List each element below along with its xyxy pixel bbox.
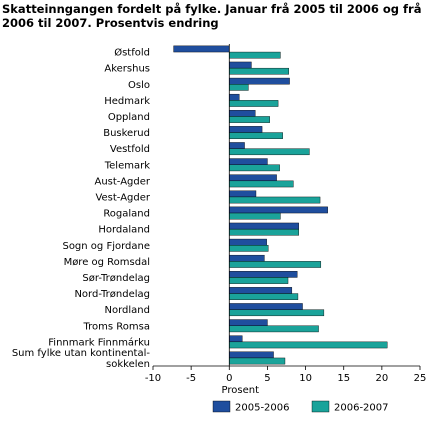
x-tick-label-7: 25: [414, 373, 427, 384]
category-label-1: Akershus: [104, 64, 150, 75]
bar-series1-16: [229, 303, 303, 310]
bar-series1-5: [229, 126, 263, 133]
x-tick-label-6: 20: [375, 373, 388, 384]
bar-series2-19: [229, 357, 286, 365]
bar-series1-17: [229, 319, 268, 326]
bars-group: [173, 45, 388, 365]
x-axis-title: Prosent: [222, 385, 260, 396]
bar-series2-15: [229, 293, 299, 300]
bar-series2-12: [229, 245, 269, 252]
category-label-18: Finnmark Finnmárku: [48, 336, 150, 348]
bar-series1-8: [229, 174, 277, 182]
bar-series2-6: [229, 148, 310, 156]
bar-series1-2: [229, 77, 290, 85]
legend: 2005-2006 2006-2007: [212, 400, 389, 414]
bar-series2-7: [229, 164, 280, 172]
bar-series1-1: [229, 61, 252, 69]
chart-title: Skatteinngangen fordelt på fylke. Januar…: [2, 2, 422, 30]
bar-series1-7: [229, 158, 268, 165]
x-tick-label-4: 10: [299, 373, 312, 384]
bar-series1-11: [229, 222, 299, 230]
bar-series1-18: [229, 335, 243, 343]
x-tick-label-0: -10: [145, 373, 161, 384]
category-label-8: Aust-Agder: [95, 176, 151, 187]
x-tick-label-1: -5: [186, 373, 196, 384]
category-label-19: Sum fylke utan kontinental-sokkelen: [12, 348, 151, 370]
legend-label-1: 2005-2006: [235, 403, 290, 414]
category-label-13: Møre og Romsdal: [64, 257, 150, 268]
bar-series2-17: [229, 325, 319, 333]
category-label-2: Oslo: [128, 80, 150, 91]
bar-series2-14: [229, 277, 289, 284]
bar-series2-16: [229, 309, 325, 317]
bar-series2-11: [229, 228, 299, 236]
bar-series1-15: [229, 287, 293, 294]
x-axis: -10 -5 0 5 10 15 20 25 Prosent: [145, 44, 427, 396]
bar-series1-4: [229, 110, 256, 117]
bar-series1-14: [229, 271, 298, 278]
category-label-11: Hordaland: [98, 225, 150, 236]
bar-series2-5: [229, 132, 283, 139]
bar-series2-13: [229, 261, 322, 268]
bar-series2-1: [229, 67, 289, 75]
x-tick-label-2: 0: [226, 373, 232, 384]
category-label-16: Nordland: [105, 305, 150, 316]
category-labels: Østfold Akershus Oslo Hedmark Oppland Buskeru…: [12, 47, 151, 370]
category-label-5: Buskerud: [103, 128, 150, 139]
bar-series2-2: [229, 84, 249, 91]
bar-series1-13: [229, 254, 265, 262]
legend-swatch-2: [311, 400, 330, 413]
legend-label-2: 2006-2007: [334, 403, 389, 414]
category-label-10: Rogaland: [103, 209, 150, 220]
category-label-7: Telemark: [104, 160, 150, 171]
bar-series2-3: [229, 100, 279, 107]
bar-series1-10: [229, 206, 328, 214]
bar-series2-4: [229, 116, 270, 123]
category-label-17: Troms Romsa: [83, 321, 150, 332]
legend-swatch-1: [212, 400, 231, 413]
x-tick-label-5: 15: [337, 373, 350, 384]
bar-series1-0: [173, 45, 230, 53]
bar-series2-9: [229, 196, 321, 204]
category-label-0: Østfold: [114, 47, 150, 59]
x-tick-label-3: 5: [264, 373, 270, 384]
bar-series2-0: [229, 51, 281, 59]
bar-series1-3: [229, 93, 240, 101]
category-label-14: Sør-Trøndelag: [82, 273, 150, 284]
bar-series1-19: [229, 351, 274, 359]
category-label-3: Hedmark: [104, 96, 150, 107]
bar-series1-9: [229, 190, 257, 198]
bar-series2-10: [229, 212, 281, 220]
category-label-4: Oppland: [108, 112, 150, 123]
bar-series2-18: [229, 341, 388, 349]
category-label-6: Vestfold: [110, 144, 150, 155]
category-label-15: Nord-Trøndelag: [74, 289, 150, 300]
category-label-9: Vest-Agder: [95, 192, 150, 203]
bar-series1-12: [229, 238, 267, 246]
bar-series2-8: [229, 180, 294, 188]
bar-series1-6: [229, 142, 245, 149]
category-label-12: Sogn og Fjordane: [62, 241, 150, 252]
